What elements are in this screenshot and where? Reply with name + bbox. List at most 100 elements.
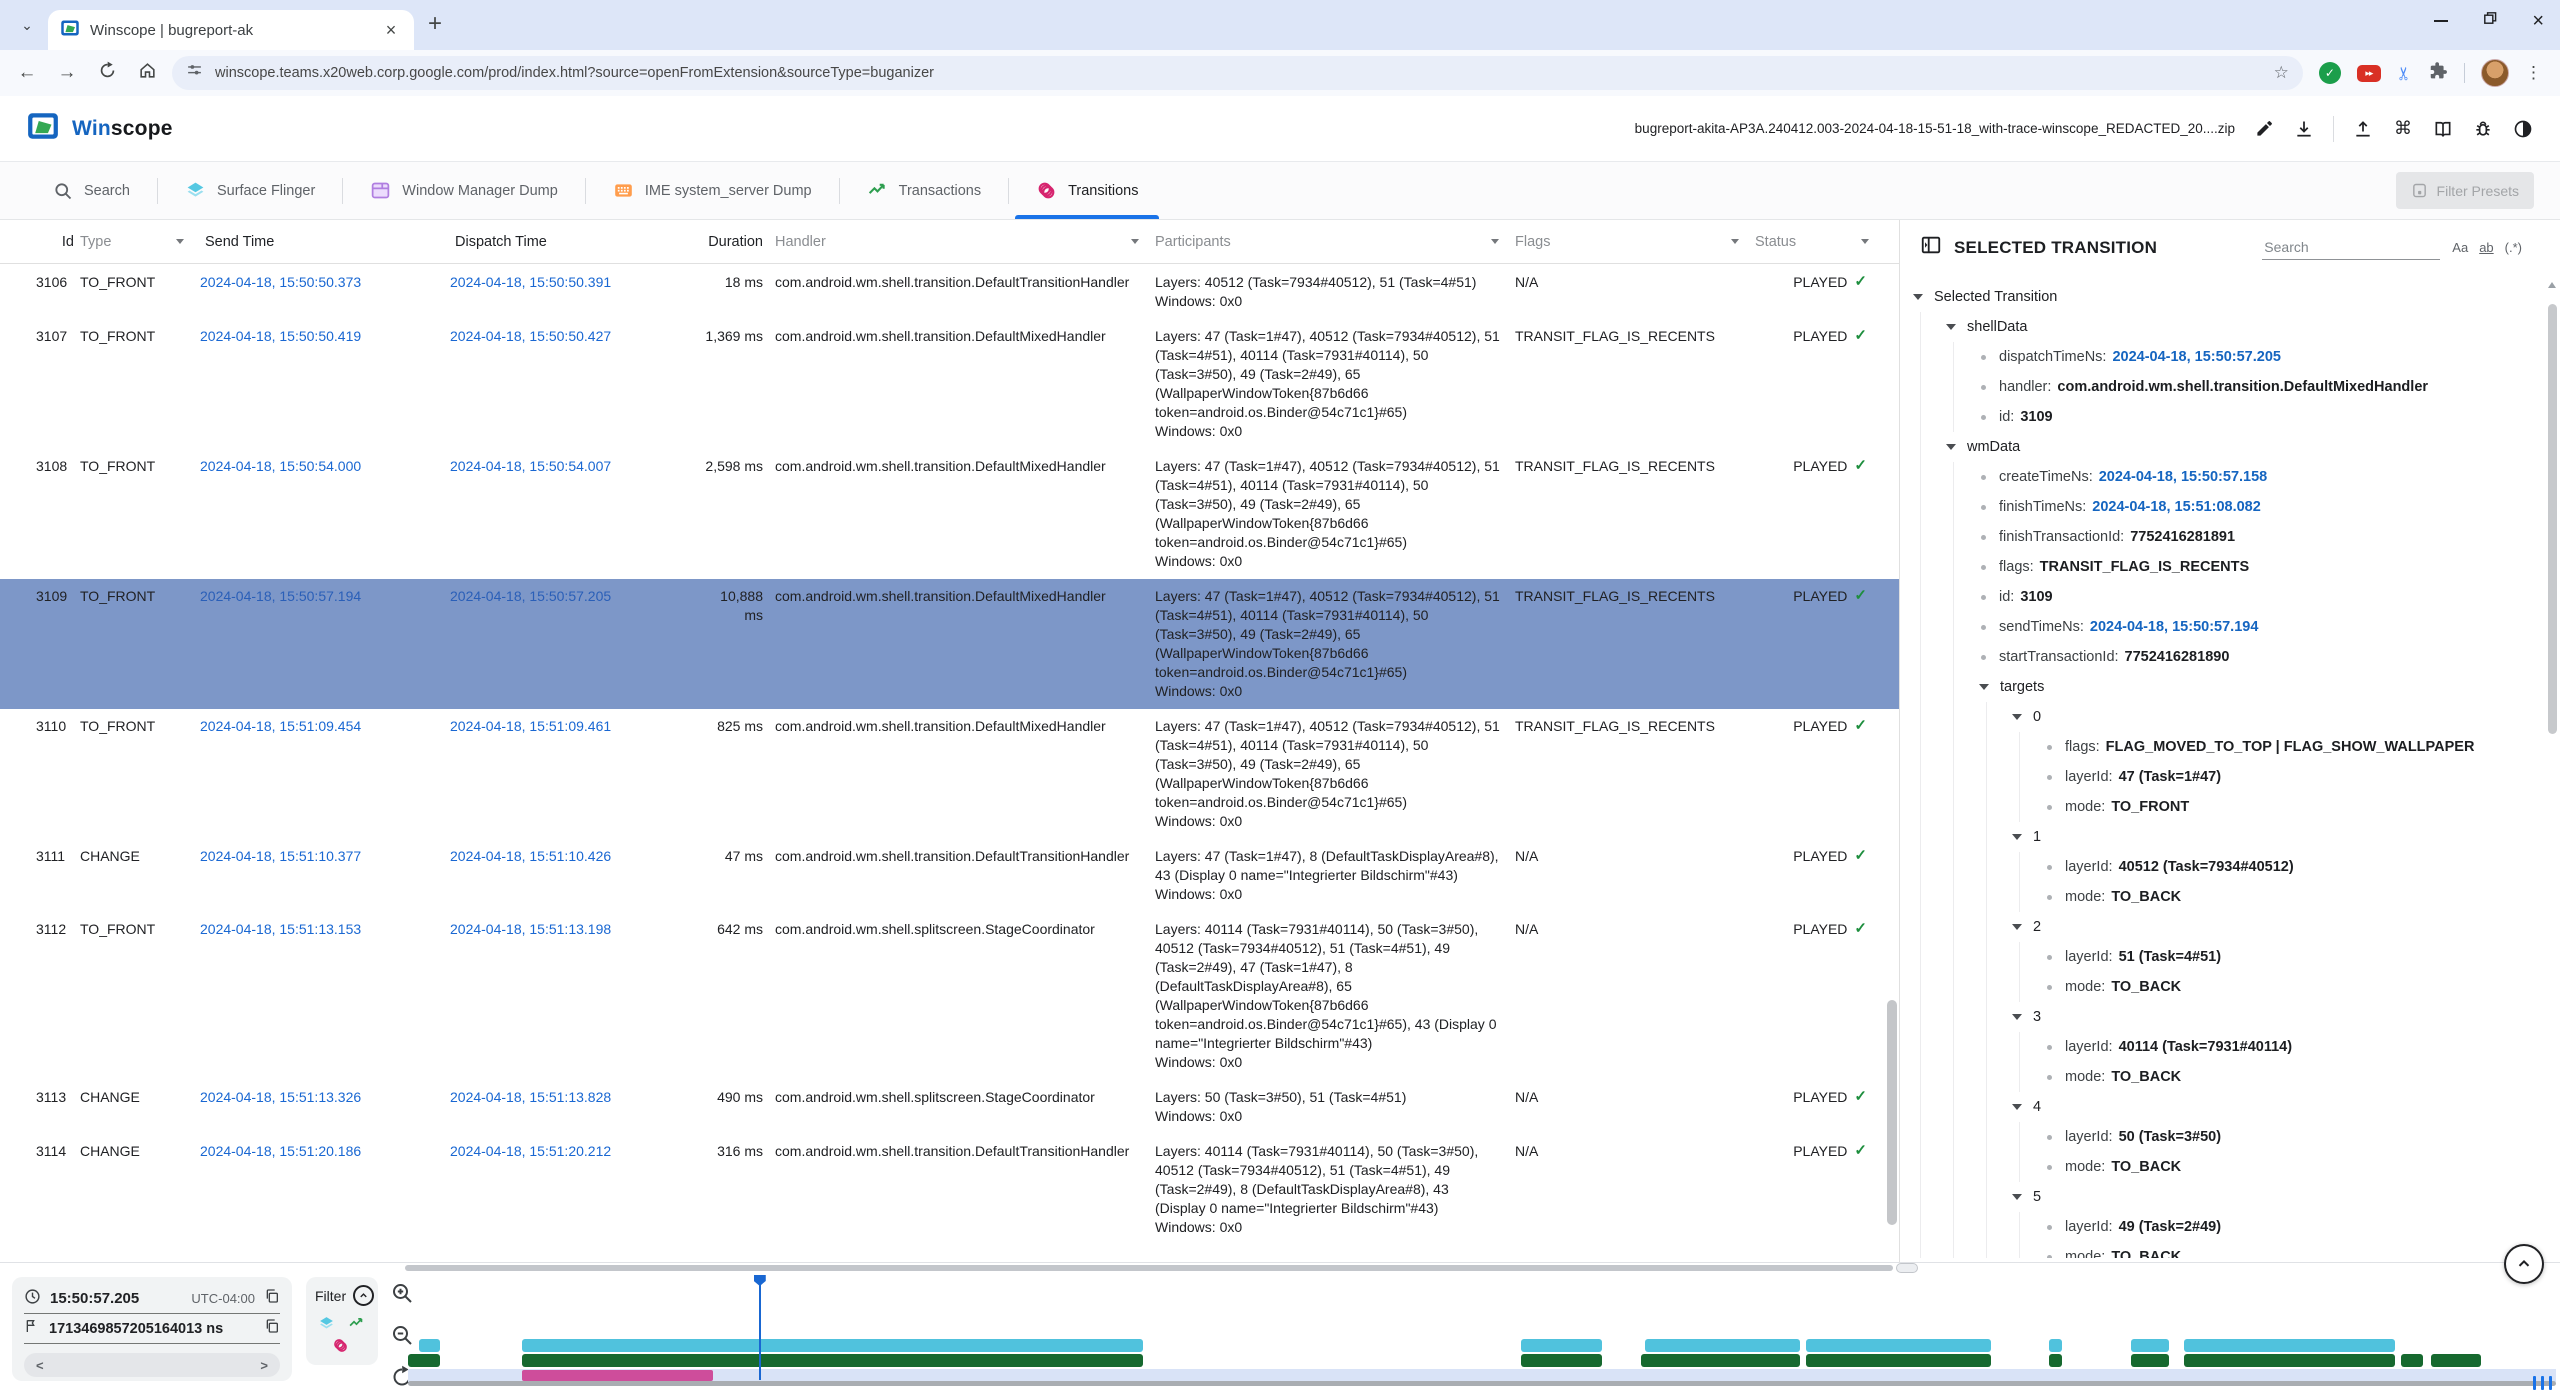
transitions-filter-icon[interactable] [332,1337,349,1359]
filter-caret-icon[interactable] [1731,239,1739,244]
timeline-range-tick[interactable] [2541,1376,2544,1390]
transition-row-3108[interactable]: 3108 TO_FRONT 2024-04-18, 15:50:54.000 2024… [0,449,1899,579]
transition-row-3112[interactable]: 3112 TO_FRONT 2024-04-18, 15:51:13.153 2024… [0,912,1899,1080]
table-horizontal-scrollbar[interactable] [405,1265,1893,1271]
tab-close-icon[interactable]: × [385,19,397,40]
extensions-puzzle-icon[interactable] [2428,61,2448,86]
cell-dispatch-time[interactable]: 2024-04-18, 15:50:57.205 [450,588,612,604]
surface-flinger-filter-icon[interactable] [318,1315,335,1337]
column-header-flags[interactable]: Flags [1515,234,1755,250]
documentation-book-icon[interactable] [2432,118,2454,140]
match-case-option[interactable]: Aa [2452,240,2469,255]
browser-tab[interactable]: Winscope | bugreport-ak × [48,10,414,50]
bookmark-star-icon[interactable]: ☆ [2273,63,2289,82]
cell-dispatch-time[interactable]: 2024-04-18, 15:51:13.198 [450,921,612,937]
cell-dispatch-time[interactable]: 2024-04-18, 15:50:54.007 [450,458,612,474]
scroll-up-arrow-icon[interactable] [2548,282,2556,288]
window-minimize-button[interactable] [2434,19,2449,22]
cell-send-time[interactable]: 2024-04-18, 15:51:09.454 [200,718,362,734]
timeline-cursor[interactable] [753,1275,766,1380]
cell-send-time[interactable]: 2024-04-18, 15:51:13.153 [200,921,362,937]
window-close-button[interactable]: × [2532,9,2544,32]
transition-row-3113[interactable]: 3113 CHANGE 2024-04-18, 15:51:13.326 2024-0… [0,1080,1899,1134]
column-header-handler[interactable]: Handler [775,234,1155,250]
filter-collapse-button[interactable] [353,1285,375,1306]
transition-row-3111[interactable]: 3111 CHANGE 2024-04-18, 15:51:10.377 2024-0… [0,839,1899,912]
tab-surface-flinger[interactable]: Surface Flinger [158,162,342,219]
panel-vertical-scrollbar[interactable] [2547,278,2558,1248]
transition-row-3114[interactable]: 3114 CHANGE 2024-04-18, 15:51:20.186 2024-0… [0,1134,1899,1245]
collapse-caret-icon[interactable] [1946,324,1956,330]
extension-check-icon[interactable]: ✓ [2318,62,2341,84]
new-tab-button[interactable]: + [428,10,443,37]
match-word-option[interactable]: ab [2479,240,2494,255]
tab-transitions[interactable]: Transitions [1009,162,1165,219]
window-restore-button[interactable] [2482,10,2498,31]
cell-dispatch-time[interactable]: 2024-04-18, 15:50:50.391 [450,274,612,290]
collapse-caret-icon[interactable] [2012,834,2022,840]
panel-resize-handle[interactable] [1896,1263,1918,1273]
cell-send-time[interactable]: 2024-04-18, 15:51:10.377 [200,848,362,864]
tree-node-4[interactable]: 4 [2011,1092,2534,1122]
scrollbar-thumb[interactable] [2548,304,2557,734]
url-bar[interactable]: winscope.teams.x20web.corp.google.com/pr… [172,56,2303,90]
extension-media-icon[interactable]: ▸▸ [2356,64,2381,82]
tab-window-manager-dump[interactable]: Window Manager Dump [343,162,585,219]
forward-icon[interactable]: → [57,62,77,83]
cell-dispatch-time[interactable]: 2024-04-18, 15:51:10.426 [450,848,612,864]
tree-node-wmdata[interactable]: wmData [1945,432,2534,462]
tab-search[interactable]: Search [26,162,157,219]
column-header-type[interactable]: Type [80,234,200,250]
timeline-horizontal-scrollbar[interactable] [408,1381,2556,1386]
filter-presets-button[interactable]: Filter Presets [2395,172,2534,209]
previous-frame-button[interactable]: < [36,1357,44,1373]
table-body[interactable]: 3106 TO_FRONT 2024-04-18, 15:50:50.373 2024… [0,265,1899,1262]
upload-icon[interactable] [2352,118,2374,140]
filter-caret-icon[interactable] [176,239,184,244]
edit-pencil-icon[interactable] [2253,118,2275,140]
timeline-range-tick[interactable] [2549,1376,2552,1390]
cell-dispatch-time[interactable]: 2024-04-18, 15:50:50.427 [450,328,612,344]
cell-dispatch-time[interactable]: 2024-04-18, 15:51:20.212 [450,1143,612,1159]
cell-send-time[interactable]: 2024-04-18, 15:50:50.373 [200,274,362,290]
collapse-caret-icon[interactable] [1913,294,1923,300]
table-vertical-scrollbar[interactable] [1885,265,1899,1262]
cell-send-time[interactable]: 2024-04-18, 15:50:54.000 [200,458,362,474]
current-ns-field[interactable]: 1713469857205164013 ns [49,1320,224,1337]
transactions-filter-icon[interactable] [348,1315,365,1337]
extension-scissors-icon[interactable]: ✂ [2393,65,2414,81]
column-header-participants[interactable]: Participants [1155,234,1515,250]
cell-dispatch-time[interactable]: 2024-04-18, 15:51:09.461 [450,718,612,734]
filter-caret-icon[interactable] [1131,239,1139,244]
timeline-canvas[interactable] [408,1273,2560,1392]
cell-send-time[interactable]: 2024-04-18, 15:50:50.419 [200,328,362,344]
transition-row-3107[interactable]: 3107 TO_FRONT 2024-04-18, 15:50:50.419 2024… [0,319,1899,449]
transition-row-3109[interactable]: 3109 TO_FRONT 2024-04-18, 15:50:57.194 2024… [0,579,1899,709]
collapse-panel-button[interactable] [2504,1244,2544,1284]
tree-node-2[interactable]: 2 [2011,912,2534,942]
download-icon[interactable] [2293,118,2315,140]
copy-ns-icon[interactable] [264,1318,280,1339]
shortcuts-command-icon[interactable]: ⌘ [2394,118,2412,138]
tree-node-shelldata[interactable]: shellData [1945,312,2534,342]
cell-dispatch-time[interactable]: 2024-04-18, 15:51:13.828 [450,1089,612,1105]
collapse-caret-icon[interactable] [1979,684,1989,690]
cell-send-time[interactable]: 2024-04-18, 15:51:20.186 [200,1143,362,1159]
tree-node-targets[interactable]: targets [1978,672,2534,702]
reload-icon[interactable] [92,61,122,86]
filter-caret-icon[interactable] [1491,239,1499,244]
panel-search-input[interactable] [2262,235,2441,260]
tree-node-5[interactable]: 5 [2011,1182,2534,1212]
collapse-caret-icon[interactable] [2012,924,2022,930]
scrollbar-thumb[interactable] [1887,1000,1897,1225]
dark-mode-contrast-icon[interactable] [2512,118,2534,140]
current-time-field[interactable]: 15:50:57.205 [50,1290,140,1307]
transition-row-3106[interactable]: 3106 TO_FRONT 2024-04-18, 15:50:50.373 2024… [0,265,1899,319]
home-icon[interactable] [132,61,162,86]
transition-row-3110[interactable]: 3110 TO_FRONT 2024-04-18, 15:51:09.454 2024… [0,709,1899,839]
back-icon[interactable]: ← [17,62,37,83]
tree-node-0[interactable]: 0 [2011,702,2534,732]
zoom-out-icon[interactable] [390,1323,414,1352]
profile-avatar[interactable] [2481,59,2509,87]
collapse-caret-icon[interactable] [2012,1104,2022,1110]
